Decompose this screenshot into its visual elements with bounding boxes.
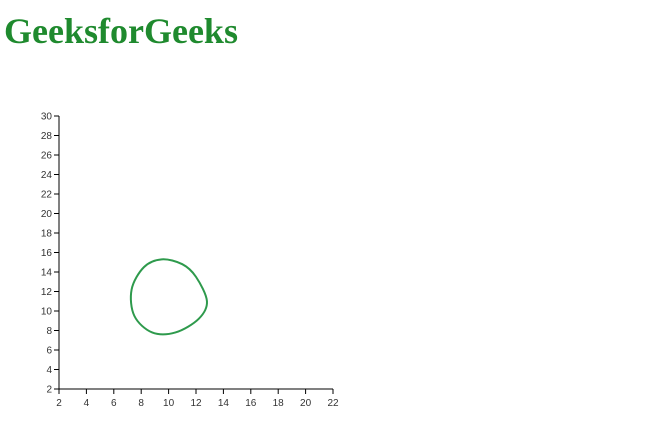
y-tick-label: 18 [41,229,53,240]
y-tick-label: 20 [41,209,53,220]
x-tick-label: 8 [138,398,144,409]
y-tick-label: 12 [41,287,53,298]
x-tick-label: 10 [163,398,175,409]
y-tick-label: 2 [46,385,52,396]
y-tick-label: 22 [41,190,53,201]
x-tick-label: 18 [273,398,285,409]
x-tick-label: 6 [111,398,117,409]
plot-area [129,258,208,336]
y-tick-label: 8 [46,326,52,337]
x-tick-label: 20 [300,398,312,409]
series-curve [129,258,208,336]
x-axis: 2 4 6 8 10 12 14 16 18 20 22 [56,388,339,409]
y-tick-label: 4 [46,365,52,376]
x-tick-label: 12 [190,398,202,409]
y-tick-label: 28 [41,131,53,142]
x-tick-label: 14 [218,398,230,409]
page-title: GeeksforGeeks [4,11,238,51]
x-tick-label: 4 [84,398,90,409]
y-tick-label: 30 [41,112,53,123]
y-tick-label: 26 [41,151,53,162]
x-tick-label: 16 [245,398,257,409]
x-tick-label: 2 [56,398,62,409]
x-tick-label: 22 [327,398,339,409]
y-tick-label: 10 [41,307,53,318]
y-tick-label: 24 [41,170,53,181]
y-tick-label: 16 [41,248,53,259]
y-tick-label: 14 [41,268,53,279]
y-tick-label: 6 [46,346,52,357]
